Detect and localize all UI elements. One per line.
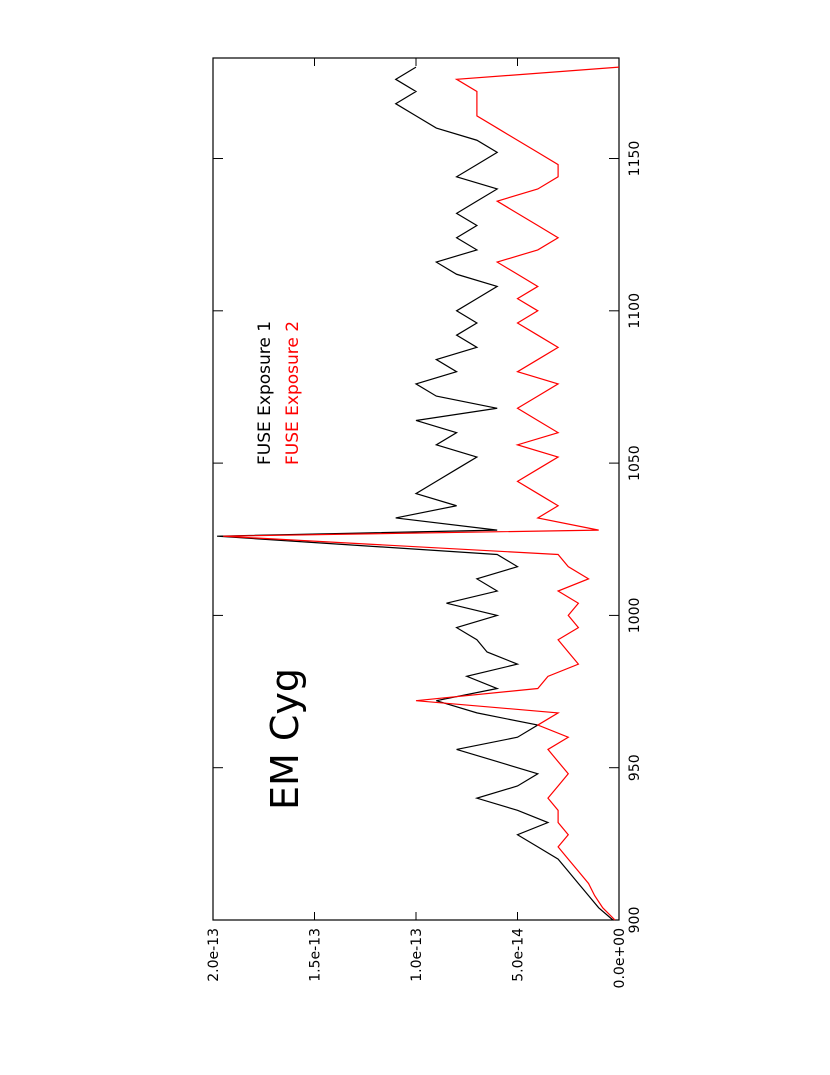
chart-title: EM Cyg <box>263 668 307 810</box>
spectrum-line <box>217 66 614 921</box>
x-tick-label: 1000 <box>627 598 643 634</box>
x-tick-label: 900 <box>627 907 643 934</box>
legend-entry: FUSE Exposure 2 <box>283 321 303 465</box>
legend-entry: FUSE Exposure 1 <box>255 321 275 465</box>
x-tick-label: 1100 <box>627 293 643 329</box>
y-tick-label: 5.0e-14 <box>511 928 527 982</box>
spectrum-line <box>223 66 620 921</box>
y-tick-label: 2.0e-13 <box>206 928 222 982</box>
y-tick-label: 1.0e-13 <box>409 928 425 982</box>
y-tick-label: 1.5e-13 <box>308 928 324 982</box>
x-tick-label: 950 <box>627 754 643 781</box>
rotated-plot: EM Cyg 0.0e+00 5.0e-14 1.0e-13 1.5e-13 2.0e-… <box>206 57 643 988</box>
x-tick-label: 1050 <box>627 445 643 481</box>
x-tick-label: 1150 <box>627 141 643 177</box>
y-tick-label: 0.0e+00 <box>612 928 628 988</box>
